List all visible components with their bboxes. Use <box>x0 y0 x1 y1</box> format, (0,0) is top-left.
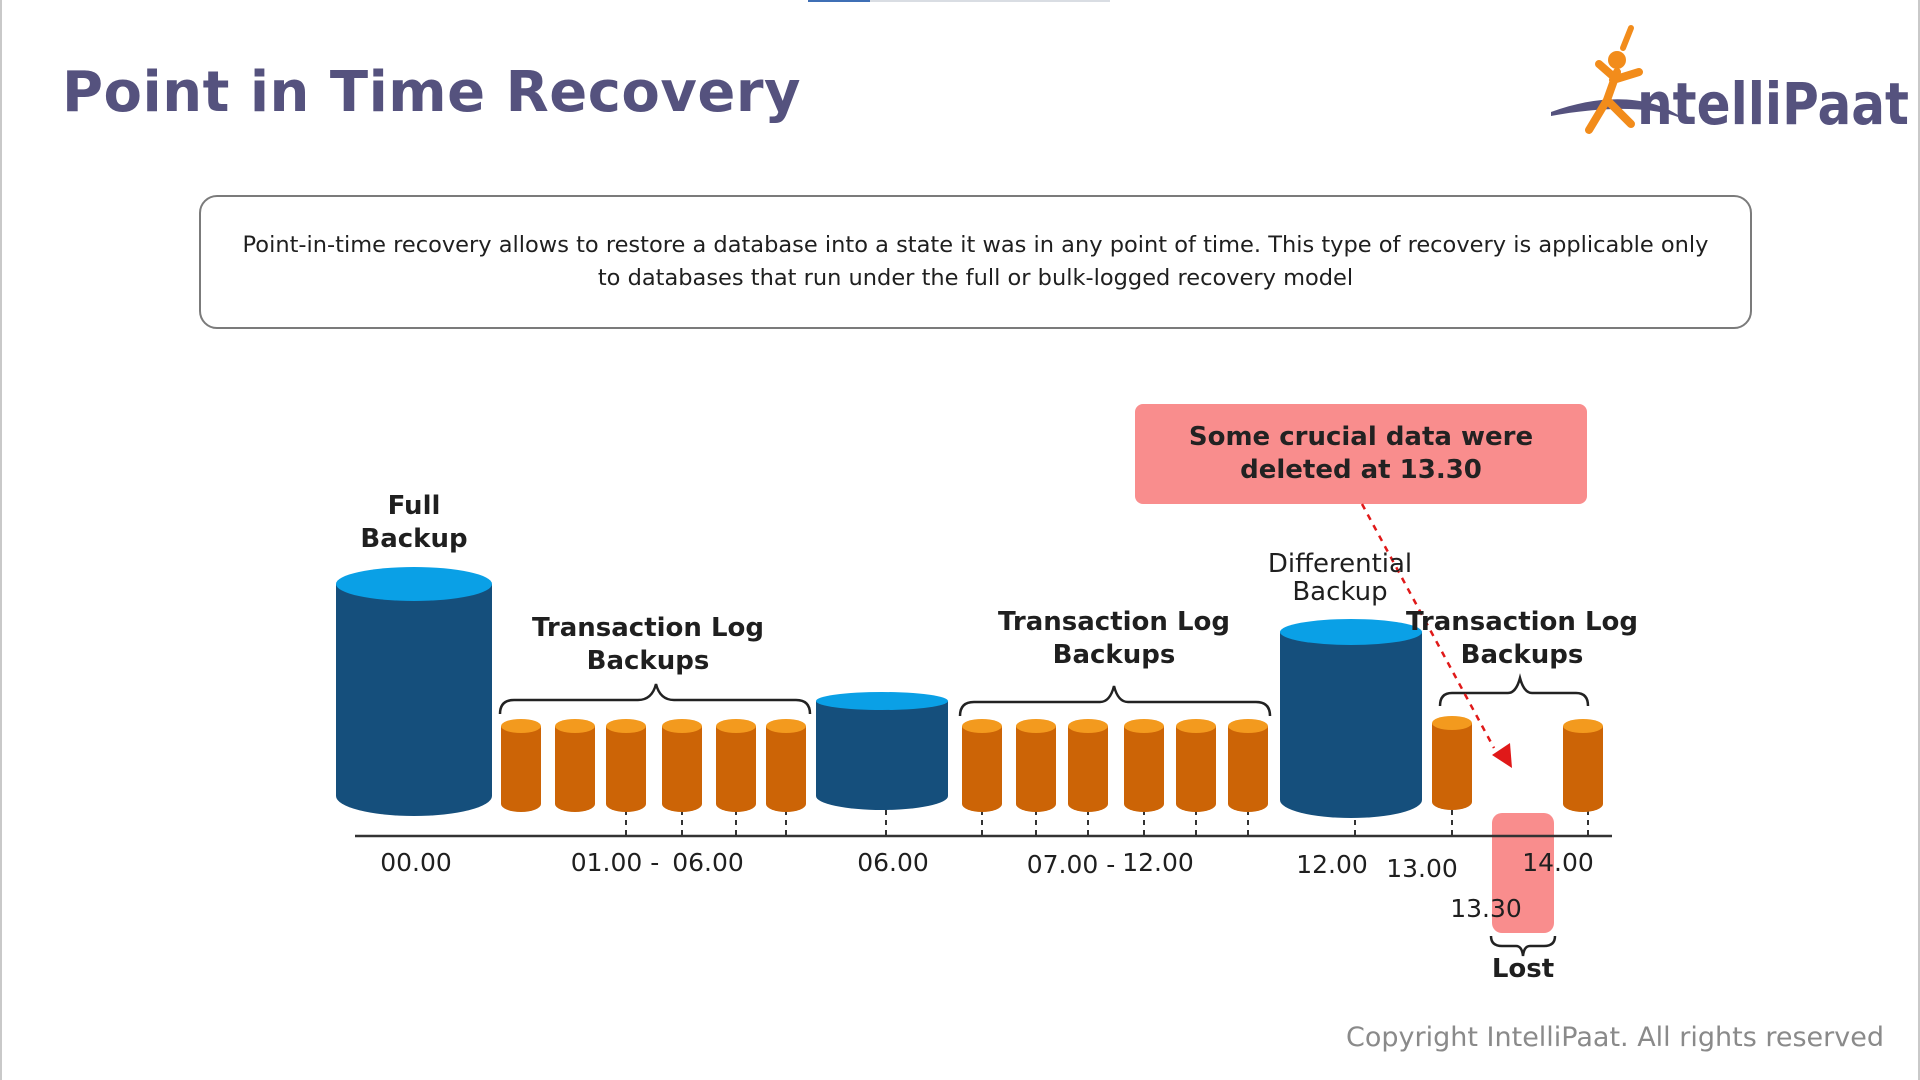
log-backup-cylinder <box>501 719 541 812</box>
differential-backup-label: Differential Backup <box>1267 549 1413 607</box>
definition-box: Point-in-time recovery allows to restore… <box>199 195 1752 329</box>
log-backup-cylinder <box>606 719 646 812</box>
log-group-3-label: Transaction Log Backups <box>1406 607 1638 670</box>
slide-title: Point in Time Recovery <box>62 60 801 125</box>
time-label-1200-a: 12.00 <box>1122 848 1194 877</box>
timeline-ticks <box>625 810 1589 840</box>
brace-log-group-3 <box>1438 673 1590 707</box>
time-label-0600-a: 06.00 <box>672 848 744 877</box>
copyright-notice: Copyright IntelliPaat. All rights reserv… <box>1346 1022 1884 1053</box>
time-label-1300: 13.00 <box>1386 854 1458 883</box>
log-backup-cylinder <box>716 719 756 812</box>
log-backups-group-2 <box>962 719 1268 812</box>
brace-log-group-1 <box>498 683 812 715</box>
log-backup-cylinder <box>1016 719 1056 812</box>
logo-figure-head <box>1608 51 1626 69</box>
log-backups-group-3 <box>1432 716 1603 812</box>
time-label-1400: 14.00 <box>1522 848 1594 877</box>
full-backup-cylinder <box>336 567 492 816</box>
log-backup-cylinder <box>555 719 595 812</box>
log-backup-cylinder <box>1432 716 1472 810</box>
time-label-1330: 13.30 <box>1450 894 1522 923</box>
brace-log-group-2 <box>958 685 1272 717</box>
progress-indicator <box>808 0 870 2</box>
log-group-2-label: Transaction Log Backups <box>998 607 1230 670</box>
full-backup-label: Full Backup <box>360 491 468 554</box>
deletion-pointer-line <box>1360 503 1496 749</box>
lost-window-highlight <box>1492 813 1554 933</box>
time-label-0600-b: 06.00 <box>857 848 929 877</box>
logo-figure-arm <box>1620 25 1634 51</box>
lost-label: Lost <box>1491 954 1555 984</box>
log-backup-cylinder <box>1068 719 1108 812</box>
logo-swoosh <box>1551 99 1685 120</box>
log-backups-group-1 <box>501 719 806 812</box>
log-backup-cylinder <box>1228 719 1268 812</box>
deletion-callout-text: Some crucial data were deleted at 13.30 <box>1188 422 1534 485</box>
definition-text: Point-in-time recovery allows to restore… <box>242 232 1709 291</box>
progress-track <box>808 0 1110 2</box>
log-backup-cylinder <box>962 719 1002 812</box>
logo-figure-body <box>1585 60 1643 134</box>
backup-0600-cylinder <box>816 692 948 810</box>
time-label-0100: 01.00 - <box>570 848 660 877</box>
deletion-callout: Some crucial data were deleted at 13.30 <box>1135 404 1587 504</box>
slide-right-border <box>1918 0 1920 1080</box>
time-label-0700: 07.00 - <box>1026 850 1116 879</box>
logo-text: ntelliPaat <box>1637 70 1909 138</box>
time-label-0000: 00.00 <box>380 848 452 877</box>
deletion-pointer-arrowhead <box>1492 743 1512 768</box>
brace-lost <box>1489 935 1557 957</box>
intellipaat-logo: ntelliPaat <box>1551 25 1909 138</box>
time-label-1200-b: 12.00 <box>1296 850 1368 879</box>
log-backup-cylinder <box>1124 719 1164 812</box>
slide-left-border <box>0 0 2 1080</box>
log-backup-cylinder <box>1563 719 1603 812</box>
log-group-1-label: Transaction Log Backups <box>532 613 764 676</box>
differential-backup-cylinder <box>1280 619 1422 818</box>
log-backup-cylinder <box>766 719 806 812</box>
log-backup-cylinder <box>662 719 702 812</box>
log-backup-cylinder <box>1176 719 1216 812</box>
